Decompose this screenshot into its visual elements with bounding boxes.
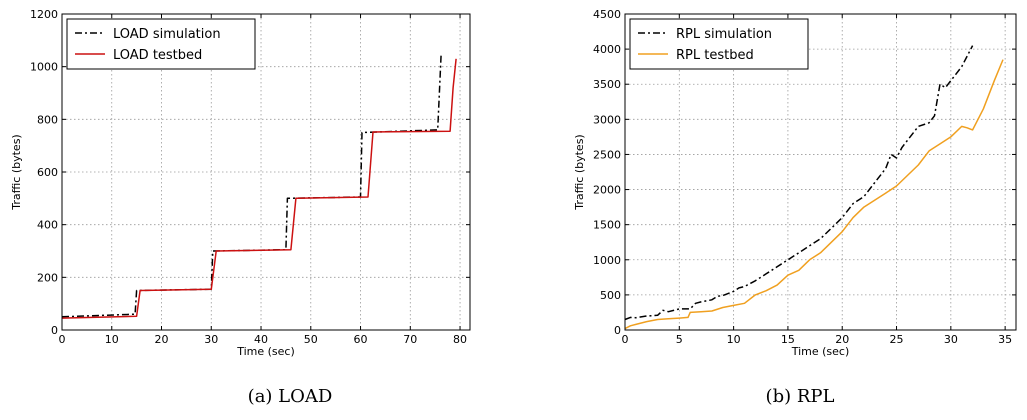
legend-label: LOAD simulation: [113, 27, 221, 42]
y-tick-label: 0: [51, 324, 58, 337]
series-line-simulation: [624, 45, 974, 321]
x-tick-label: 80: [453, 333, 467, 346]
legend-box: [66, 18, 256, 70]
y-axis-label: Traffic (bytes): [10, 134, 23, 210]
y-tick-label: 4000: [593, 43, 621, 56]
x-axis-label: Time (sec): [236, 345, 295, 358]
y-tick-label: 4500: [593, 8, 621, 21]
x-axis-label: Time (sec): [791, 345, 850, 358]
series-line-testbed: [624, 59, 1004, 330]
x-tick-label: 20: [155, 333, 169, 346]
y-tick-label: 3500: [593, 78, 621, 91]
series-line-testbed: [61, 58, 457, 319]
x-tick-label: 20: [835, 333, 849, 346]
legend-box: [629, 18, 809, 70]
x-tick-label: 0: [622, 333, 629, 346]
y-tick-label: 400: [37, 219, 58, 232]
x-tick-label: 15: [781, 333, 795, 346]
y-axis-label: Traffic (bytes): [573, 134, 586, 210]
chart-rpl: 0 5 10 15 20 25 30 35 0 500 1000 1500 2000 2500 3000 35…: [573, 8, 1017, 407]
legend: LOAD simulation LOAD testbed: [66, 18, 256, 70]
y-tick-label: 3000: [593, 113, 621, 126]
x-tick-label: 60: [354, 333, 368, 346]
legend-label: LOAD testbed: [113, 48, 202, 63]
y-tick-label: 2000: [593, 184, 621, 197]
y-tick-label: 1000: [30, 61, 58, 74]
caption-load: (a) LOAD: [248, 386, 333, 407]
y-tick-label: 1000: [593, 254, 621, 267]
x-tick-label: 5: [676, 333, 683, 346]
x-tick-label: 40: [254, 333, 268, 346]
x-tick-label: 10: [105, 333, 119, 346]
y-tick-label: 1500: [593, 219, 621, 232]
y-tick-label: 0: [614, 324, 621, 337]
caption-rpl: (b) RPL: [766, 386, 835, 407]
x-tick-label: 30: [944, 333, 958, 346]
x-tick-label: 0: [59, 333, 66, 346]
legend: RPL simulation RPL testbed: [629, 18, 809, 70]
legend-label: RPL simulation: [676, 27, 772, 42]
plot-frame: [624, 13, 1017, 331]
x-tick-label: 50: [304, 333, 318, 346]
x-tick-label: 70: [403, 333, 417, 346]
series-lines: [624, 45, 1004, 330]
legend-label: RPL testbed: [676, 48, 754, 63]
y-tick-label: 500: [600, 289, 621, 302]
y-tick-label: 2500: [593, 148, 621, 161]
x-tick-label: 30: [204, 333, 218, 346]
x-tick-label: 25: [890, 333, 904, 346]
y-tick-label: 600: [37, 166, 58, 179]
series-lines: [61, 54, 457, 319]
axis-ticks: 0 5 10 15 20 25 30 35 0 500 1000 1500 2000 2500 3000 35…: [593, 8, 1016, 346]
y-tick-label: 1200: [30, 8, 58, 21]
x-tick-label: 35: [998, 333, 1012, 346]
y-tick-label: 200: [37, 271, 58, 284]
y-tick-label: 800: [37, 113, 58, 126]
x-tick-label: 10: [727, 333, 741, 346]
